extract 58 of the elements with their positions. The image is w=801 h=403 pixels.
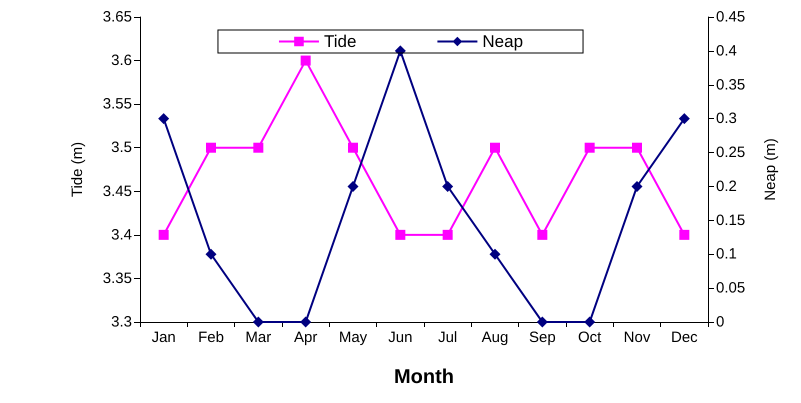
y2-tick-label: 0 [716, 314, 724, 330]
point [490, 248, 500, 260]
point [442, 230, 453, 240]
point [632, 180, 642, 192]
point [584, 142, 595, 153]
point [158, 230, 169, 240]
y2-axis-title: Neap (m) [762, 138, 779, 201]
y2-tick-label: 0.45 [716, 8, 746, 26]
point [348, 180, 358, 192]
point [584, 316, 596, 328]
x-tick-label: May [338, 329, 368, 346]
y-axis-title: Tide (m) [69, 142, 86, 198]
y2-tick-label: 0.1 [716, 246, 737, 263]
y2-tick-label: 0.3 [716, 110, 737, 128]
point [300, 56, 311, 66]
x-tick-label: Sep [528, 329, 556, 346]
x-tick-label: Nov [624, 329, 651, 346]
x-tick-label: Jan [152, 329, 176, 346]
x-tick-label: Jul [438, 329, 458, 346]
y2-tick-label: 0.2 [716, 178, 737, 195]
x-tick-label: Jun [388, 329, 412, 346]
y-tick-label: 3.45 [102, 182, 132, 200]
legend-label: Tide [324, 32, 356, 51]
x-tick-label: Feb [198, 329, 224, 346]
point [442, 180, 454, 192]
x-tick-label: Dec [670, 329, 698, 346]
point [158, 113, 170, 124]
point [679, 230, 690, 240]
point [395, 230, 406, 240]
point [678, 113, 690, 124]
point [348, 142, 358, 153]
y-tick-label: 3.3 [111, 314, 132, 330]
y-tick-label: 3.4 [111, 226, 132, 244]
point [206, 248, 216, 260]
y2-tick-label: 0.05 [716, 280, 746, 297]
x-tick-label: Aug [482, 329, 508, 346]
x-tick-label: Oct [578, 329, 602, 346]
y-tick-label: 3.65 [102, 8, 132, 26]
y-tick-label: 3.55 [102, 96, 132, 113]
y2-tick-label: 0.15 [716, 212, 746, 229]
point [632, 142, 642, 153]
y2-tick-label: 0.25 [716, 144, 746, 162]
legend-label: Neap [482, 32, 524, 51]
y2-tick-label: 0.35 [716, 76, 746, 94]
y-tick-label: 3.5 [111, 139, 132, 156]
x-tick-label: Apr [294, 329, 318, 346]
point [206, 142, 216, 153]
point [253, 142, 264, 153]
point [300, 316, 312, 328]
point [537, 230, 548, 240]
point [490, 142, 500, 153]
y2-tick-label: 0.4 [716, 42, 737, 60]
x-axis-title: Month [394, 366, 454, 388]
y-tick-label: 3.35 [102, 270, 132, 287]
point [536, 316, 548, 328]
point [252, 316, 264, 328]
y-tick-label: 3.6 [111, 52, 132, 70]
x-tick-label: Mar [245, 329, 272, 346]
